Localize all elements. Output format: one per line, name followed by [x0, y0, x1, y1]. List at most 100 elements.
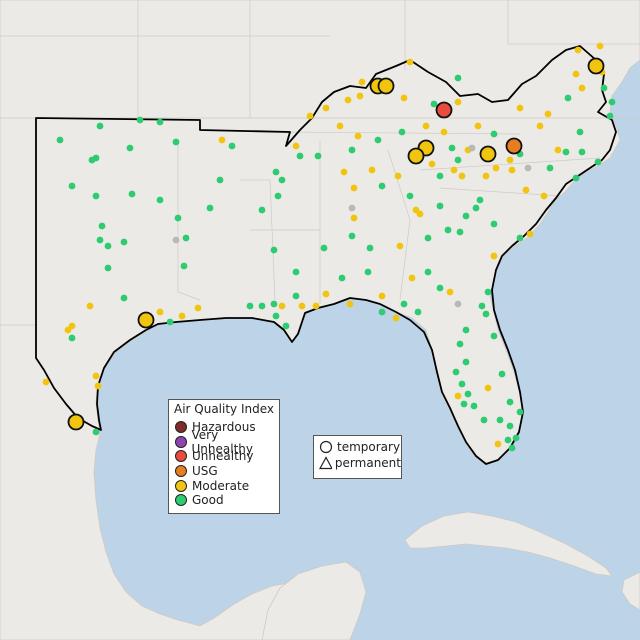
station-marker	[272, 168, 280, 176]
temporary-monitor-marker	[377, 77, 395, 95]
station-marker	[320, 244, 328, 252]
station-marker	[104, 264, 112, 272]
station-marker	[378, 182, 386, 190]
good-swatch-icon	[175, 494, 187, 507]
station-marker	[400, 94, 408, 102]
legend-item-unhealthy: Unhealthy	[169, 449, 279, 464]
station-marker	[338, 274, 346, 282]
station-marker	[56, 136, 64, 144]
station-marker	[516, 234, 524, 242]
station-marker	[258, 206, 266, 214]
station-marker	[504, 436, 512, 444]
station-marker	[508, 166, 516, 174]
station-marker	[578, 84, 586, 92]
station-marker	[42, 378, 50, 386]
station-marker	[472, 204, 480, 212]
station-marker	[270, 300, 278, 308]
station-marker	[424, 234, 432, 242]
station-marker	[458, 172, 466, 180]
station-marker	[562, 148, 570, 156]
station-marker	[544, 110, 552, 118]
station-marker	[292, 292, 300, 300]
station-marker	[394, 172, 402, 180]
temporary-monitor-marker	[407, 147, 425, 165]
station-marker	[92, 154, 100, 162]
station-marker	[484, 384, 492, 392]
station-marker	[340, 168, 348, 176]
station-marker	[506, 422, 514, 430]
temporary-monitor-marker	[479, 145, 497, 163]
legend-item-usg: USG	[169, 464, 279, 479]
station-marker	[98, 222, 106, 230]
legend-item-moderate: Moderate	[169, 478, 279, 493]
temporary-monitor-marker	[67, 413, 85, 431]
station-marker	[336, 122, 344, 130]
station-marker	[436, 284, 444, 292]
station-marker	[350, 214, 358, 222]
station-marker	[444, 226, 452, 234]
temporary-monitor-marker	[587, 57, 605, 75]
station-marker	[216, 176, 224, 184]
station-marker	[156, 118, 164, 126]
station-marker	[306, 112, 314, 120]
station-marker	[408, 274, 416, 282]
station-marker	[522, 186, 530, 194]
station-marker	[368, 166, 376, 174]
station-marker	[412, 206, 420, 214]
station-marker	[414, 308, 422, 316]
landmass-yucatan	[261, 561, 367, 640]
station-marker	[498, 370, 506, 378]
station-marker	[454, 300, 462, 308]
station-marker	[356, 92, 364, 100]
station-marker	[478, 302, 486, 310]
station-marker	[594, 158, 602, 166]
temporary-monitor-marker	[505, 137, 523, 155]
unhealthy-swatch-icon	[175, 450, 187, 463]
station-marker	[354, 132, 362, 140]
station-marker	[480, 416, 488, 424]
station-marker	[374, 136, 382, 144]
aqi-legend-title: Air Quality Index	[173, 402, 275, 416]
station-marker	[458, 380, 466, 388]
station-marker	[96, 236, 104, 244]
station-marker	[440, 128, 448, 136]
station-marker	[174, 214, 182, 222]
legend-item-hazardous: Hazardous	[169, 420, 279, 435]
station-marker	[378, 308, 386, 316]
station-marker	[120, 238, 128, 246]
station-marker	[94, 382, 102, 390]
station-marker	[296, 152, 304, 160]
station-marker	[68, 334, 76, 342]
station-marker	[104, 242, 112, 250]
station-marker	[172, 236, 180, 244]
station-marker	[452, 368, 460, 376]
station-marker	[464, 390, 472, 398]
station-marker	[546, 164, 554, 172]
station-marker	[496, 416, 504, 424]
station-marker	[406, 192, 414, 200]
station-marker	[572, 174, 580, 182]
station-marker	[606, 112, 614, 120]
station-marker	[348, 204, 356, 212]
station-markers	[42, 42, 616, 452]
station-marker	[492, 164, 500, 172]
station-marker	[392, 314, 400, 322]
station-marker	[274, 192, 282, 200]
station-marker	[596, 42, 604, 50]
usg-swatch-icon	[175, 465, 187, 478]
station-marker	[92, 372, 100, 380]
temporary-monitor-marker	[435, 101, 453, 119]
station-marker	[400, 300, 408, 308]
station-marker	[536, 122, 544, 130]
station-marker	[578, 148, 586, 156]
station-marker	[446, 288, 454, 296]
station-marker	[92, 192, 100, 200]
station-marker	[278, 176, 286, 184]
station-marker	[422, 122, 430, 130]
legend-label: Moderate	[192, 478, 250, 493]
station-marker	[516, 408, 524, 416]
station-marker	[482, 172, 490, 180]
landmass-hispaniola	[621, 571, 640, 611]
station-marker	[206, 204, 214, 212]
